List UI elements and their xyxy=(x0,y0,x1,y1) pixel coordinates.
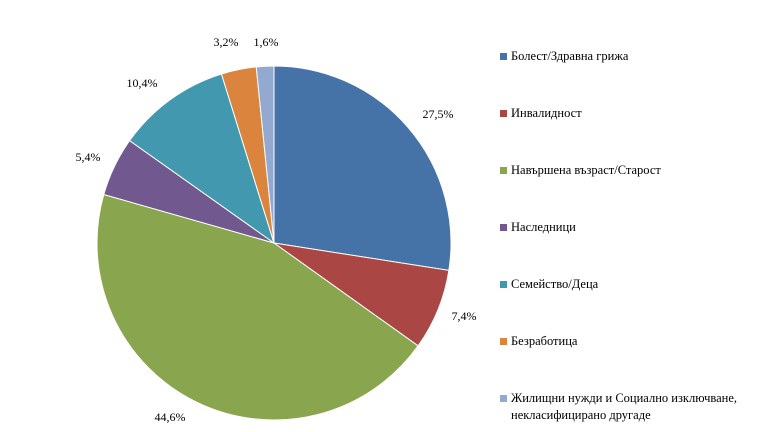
pie-slices xyxy=(96,65,452,421)
legend-label: Безработица xyxy=(511,334,578,348)
pie-data-label: 7,4% xyxy=(452,309,477,323)
legend-swatch xyxy=(500,281,507,288)
pie-data-label: 3,2% xyxy=(214,35,239,49)
pie-slice xyxy=(96,193,419,421)
legend-label: Навършена възраст/Старост xyxy=(511,163,661,177)
pie-data-label: 27,5% xyxy=(423,107,454,121)
legend-swatch xyxy=(500,110,507,117)
legend-label: Наследници xyxy=(511,220,576,234)
pie-slice xyxy=(273,65,452,271)
legend-item: Безработица xyxy=(500,333,760,350)
pie-data-label: 44,6% xyxy=(155,410,186,424)
legend-item: Инвалидност xyxy=(500,105,760,122)
pie-slice xyxy=(255,65,275,244)
legend-label: Семейство/Деца xyxy=(511,277,599,291)
legend-swatch xyxy=(500,338,507,345)
legend-swatch xyxy=(500,224,507,231)
pie-data-label: 5,4% xyxy=(76,150,101,164)
legend-swatch xyxy=(500,395,507,402)
pie-data-label: 10,4% xyxy=(127,76,158,90)
legend-item: Семейство/Деца xyxy=(500,276,760,293)
legend-label: Болест/Здравна грижа xyxy=(511,49,629,63)
pie-slice xyxy=(128,73,275,245)
legend-item: Болест/Здравна грижа xyxy=(500,48,760,65)
legend-swatch xyxy=(500,53,507,60)
legend-item: Навършена възраст/Старост xyxy=(500,162,760,179)
legend-label: Жилищни нужди и Социално изключване, нек… xyxy=(511,391,738,422)
legend-item: Наследници xyxy=(500,219,760,236)
legend-item: Жилищни нужди и Социално изключване, нек… xyxy=(500,390,760,424)
legend-label: Инвалидност xyxy=(511,106,582,120)
legend-swatch xyxy=(500,167,507,174)
pie-data-labels: 27,5% 7,4% 44,6% 5,4% 10,4% 3,2% 1,6% xyxy=(76,35,477,424)
pie-data-label: 1,6% xyxy=(254,35,279,49)
